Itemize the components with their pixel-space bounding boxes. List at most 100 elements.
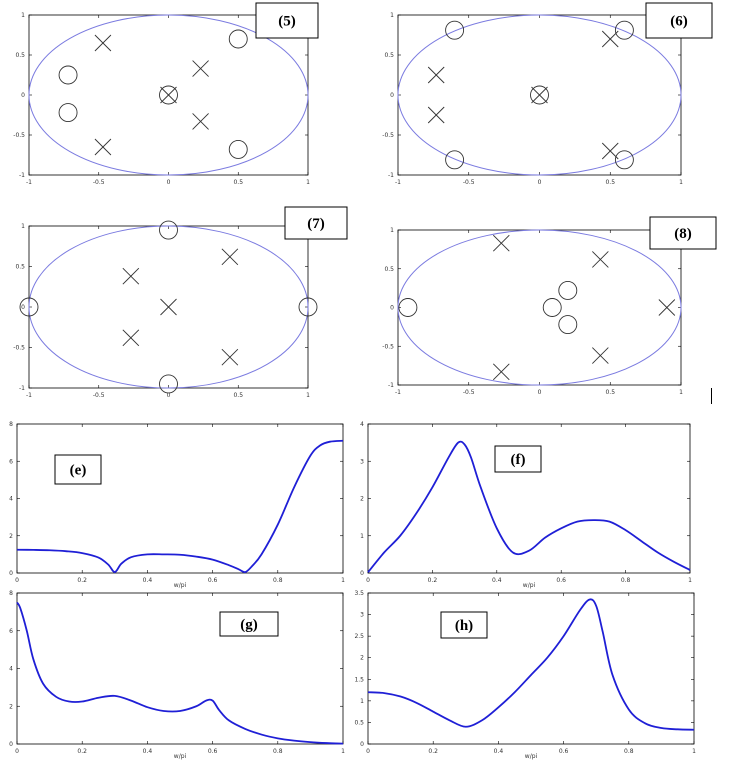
- x-tick-label: 0: [538, 389, 542, 396]
- panel-8: -1 -0.5 0 0.5 1 1 0.5 0 -0.5 -1 (8): [382, 216, 717, 396]
- pole-marker: [192, 113, 209, 130]
- y-tick-label: 1: [390, 12, 394, 19]
- plot-frame: [367, 592, 695, 745]
- zero-marker: [58, 65, 78, 85]
- x-tick-label: 0: [15, 748, 19, 755]
- pole-marker: [122, 267, 140, 285]
- x-tick-label: 0.2: [428, 577, 438, 584]
- x-tick-label: 0.2: [77, 748, 87, 755]
- panel-label-box: (7): [284, 206, 348, 240]
- x-tick-label: 0.2: [77, 577, 87, 584]
- y-tick-label: 0: [390, 92, 394, 99]
- x-axis-label: w/pi: [174, 582, 187, 589]
- panel-label-frame: [255, 2, 319, 39]
- y-tick-label: 3.5: [354, 590, 364, 597]
- pole-stroke: [601, 30, 619, 48]
- y-tick-label: 4: [9, 666, 13, 673]
- y-tick-label: 0.5: [384, 266, 394, 273]
- y-tick-label: 2: [9, 703, 13, 710]
- text-cursor-mark: [711, 388, 712, 404]
- x-tick-label: 0.6: [556, 577, 566, 584]
- unit-circle: [397, 229, 682, 386]
- panel-label-frame: [54, 454, 102, 485]
- x-axis-label: w/pi: [523, 582, 536, 589]
- pole-marker: [160, 298, 177, 316]
- panel-label-text: (e): [70, 463, 87, 479]
- panel-label-box: (f): [494, 445, 542, 473]
- y-tick-label: 0.5: [15, 264, 25, 271]
- pole-stroke: [492, 363, 510, 381]
- panel-label-text: (6): [670, 14, 688, 30]
- y-tick-label: 0: [360, 741, 364, 748]
- pole-marker: [221, 248, 239, 266]
- y-tick-label: -0.5: [382, 132, 394, 139]
- zero-marker: [159, 85, 178, 105]
- x-tick-label: -1: [26, 392, 32, 399]
- y-tick-label: 1: [360, 533, 364, 540]
- pole-stroke: [592, 251, 609, 268]
- zero-marker: [19, 297, 39, 317]
- unit-circle: [28, 14, 309, 176]
- y-tick-label: -1: [19, 385, 25, 392]
- y-tick-label: 1: [390, 227, 394, 234]
- pole-stroke: [122, 329, 140, 347]
- panel-label-box: (g): [219, 611, 279, 637]
- panel-label-box: (8): [649, 216, 717, 250]
- y-tick-label: -0.5: [13, 345, 25, 352]
- x-tick-label: 0.5: [233, 392, 243, 399]
- panel-e: 0 0.2 0.4 0.6 0.8 1 8 6 4 2 0 w/pi (e): [9, 421, 345, 589]
- panel-label-frame: [284, 206, 348, 240]
- series-line: [16, 439, 344, 574]
- panel-label-box: (h): [440, 611, 488, 639]
- y-tick-label: 8: [9, 421, 13, 428]
- x-tick-label: 1: [679, 389, 683, 396]
- y-tick-label: 1: [21, 12, 25, 19]
- pole-stroke: [427, 106, 445, 124]
- zero-marker: [542, 298, 562, 317]
- panel-label-frame: [494, 445, 542, 473]
- pole-stroke: [192, 60, 209, 77]
- panel-f: 0 0.2 0.4 0.6 0.8 1 4 3 2 1 0 w/pi (f): [360, 421, 692, 589]
- zero-marker: [228, 139, 248, 159]
- plot-frame: [16, 592, 344, 745]
- x-tick-label: 1: [679, 179, 683, 186]
- y-tick-label: 0: [9, 741, 13, 748]
- y-tick-label: 4: [9, 496, 13, 503]
- y-tick-label: 6: [9, 458, 13, 465]
- y-tick-label: -1: [19, 172, 25, 179]
- x-tick-label: 1: [306, 392, 310, 399]
- zero-marker: [445, 20, 465, 40]
- pole-stroke: [221, 348, 239, 366]
- x-tick-label: 0.4: [492, 577, 502, 584]
- zero-marker: [398, 298, 418, 317]
- panel-7: -1 -0.5 0 0.5 1 1 0.5 0 -0.5 -1 (7): [13, 206, 348, 399]
- plot-frame: [397, 229, 682, 386]
- x-tick-label: -0.5: [463, 179, 475, 186]
- unit-circle: [28, 225, 309, 389]
- x-tick-label: 0.4: [143, 577, 153, 584]
- pole-stroke: [94, 138, 112, 156]
- zero-marker: [159, 374, 178, 394]
- x-tick-label: 0.6: [208, 577, 218, 584]
- pole-marker: [492, 363, 510, 381]
- y-tick-label: 3: [360, 612, 364, 619]
- pole-marker: [122, 329, 140, 347]
- pole-marker: [592, 251, 609, 268]
- pole-marker: [94, 138, 112, 156]
- y-tick-label: -0.5: [13, 132, 25, 139]
- zero-marker: [530, 85, 549, 105]
- pole-marker: [427, 106, 445, 124]
- pole-marker: [94, 34, 112, 52]
- y-tick-label: 1.5: [354, 676, 364, 683]
- pole-stroke: [122, 267, 140, 285]
- panel-label-text: (f): [511, 452, 526, 468]
- x-tick-label: 0: [366, 748, 370, 755]
- panel-g: 0 0.2 0.4 0.6 0.8 1 8 6 4 2 0 w/pi (g): [9, 590, 345, 760]
- y-tick-label: 2: [9, 533, 13, 540]
- panel-label-text: (h): [455, 618, 473, 634]
- pole-stroke: [427, 66, 445, 84]
- zero-marker: [159, 220, 178, 240]
- x-tick-label: 0: [15, 577, 19, 584]
- pole-marker: [592, 347, 609, 364]
